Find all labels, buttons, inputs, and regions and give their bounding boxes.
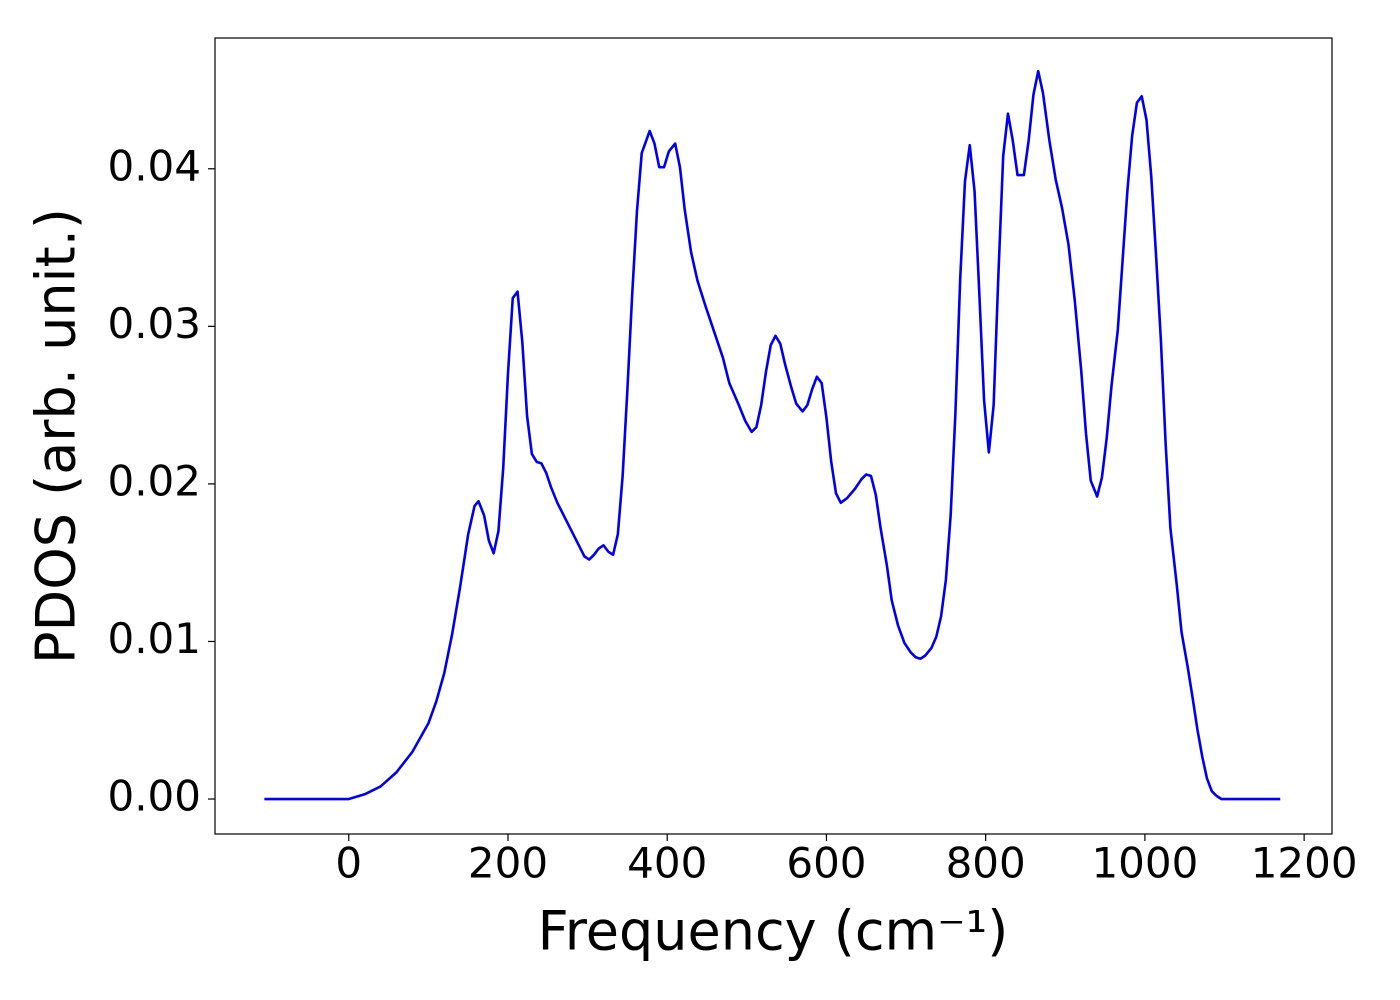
y-tick-label: 0.02	[107, 456, 201, 505]
data-line	[264, 69, 1281, 801]
x-tick-label: 800	[946, 839, 1026, 888]
x-tick-label: 0	[335, 839, 362, 888]
y-tick-label: 0.01	[107, 614, 201, 663]
plot-frame	[214, 37, 1333, 835]
x-tick-label: 1200	[1251, 839, 1358, 888]
y-axis-label: PDOS (arb. unit.)	[25, 208, 88, 664]
y-tick-label: 0.03	[107, 299, 201, 348]
y-tick-label: 0.00	[107, 772, 201, 821]
x-tick-label: 600	[786, 839, 866, 888]
x-tick-label: 200	[468, 839, 548, 888]
x-tick-label: 400	[627, 839, 707, 888]
y-tick-label: 0.04	[107, 141, 201, 190]
x-tick-label: 1000	[1091, 839, 1198, 888]
x-axis-label: Frequency (cm⁻¹)	[538, 900, 1009, 963]
